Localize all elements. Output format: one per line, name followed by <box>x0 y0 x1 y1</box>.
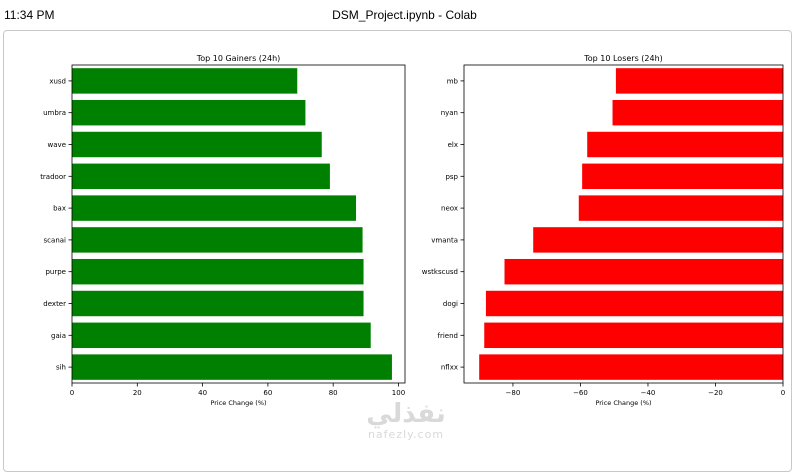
gainers-bar-umbra <box>72 99 306 126</box>
window-title-bar: 11:34 PM DSM_Project.ipynb - Colab <box>0 0 809 28</box>
losers-bar-neox <box>578 195 783 221</box>
losers-chart-title: Top 10 Losers (24h) <box>583 54 663 63</box>
gainers-ytick-label: umbra <box>43 109 66 117</box>
losers-ytick-label: friend <box>438 332 458 340</box>
window-title: DSM_Project.ipynb - Colab <box>332 8 477 22</box>
losers-panel: mb nyan elx psp neox vmanta wstkscusd dogi frien… <box>422 54 785 407</box>
gainers-bar-scanai <box>72 227 363 253</box>
losers-ytick-label: dogi <box>443 300 458 308</box>
gainers-xtick-label: 80 <box>329 389 338 397</box>
gainers-xtick-label: 0 <box>70 389 74 397</box>
watermark-latin: nafezly.com <box>367 428 445 441</box>
gainers-bar-xusd <box>72 68 298 94</box>
gainers-xtick-label: 40 <box>198 389 207 397</box>
losers-xtick-label: −80 <box>506 389 521 397</box>
watermark-arabic: نفذلي <box>366 399 446 429</box>
losers-ytick-label: wstkscusd <box>422 268 458 276</box>
losers-bar-wstkscusd <box>504 258 783 285</box>
gainers-bar-tradoor <box>72 163 330 190</box>
gainers-bar-dexter <box>72 290 364 317</box>
losers-xtick-label: −20 <box>708 389 723 397</box>
gainers-ytick-label: wave <box>48 141 66 149</box>
watermark-logo: نفذلي nafezly.com <box>356 400 456 441</box>
gainers-ytick-label: gaia <box>51 332 66 340</box>
gainers-ytick-label: sih <box>56 364 66 372</box>
losers-ytick-label: psp <box>445 173 458 181</box>
gainers-chart-title: Top 10 Gainers (24h) <box>196 54 281 63</box>
clock-time: 11:34 PM <box>4 8 55 22</box>
gainers-xtick-label: 100 <box>392 389 405 397</box>
losers-bar-dogi <box>485 290 783 317</box>
losers-xtick-label: −60 <box>573 389 588 397</box>
losers-ytick-label: nflxx <box>441 364 458 372</box>
gainers-ytick-label: scanai <box>44 236 67 244</box>
losers-ytick-label: mb <box>447 77 459 85</box>
gainers-bar-bax <box>72 195 357 221</box>
gainers-bar-sih <box>72 354 392 380</box>
losers-ytick-label: nyan <box>441 109 458 117</box>
gainers-xtick-label: 60 <box>263 389 272 397</box>
chart-figure: xusd umbra wave tradoor bax scanai purpe dexter… <box>40 54 785 407</box>
losers-bar-psp <box>582 163 783 190</box>
losers-bar-friend <box>484 322 783 349</box>
losers-bar-nflxx <box>479 354 783 380</box>
losers-x-axis-label: Price Change (%) <box>595 399 651 407</box>
gainers-ytick-label: bax <box>53 205 66 213</box>
losers-bar-elx <box>587 131 783 158</box>
output-frame: xusd umbra wave tradoor bax scanai purpe dexter… <box>3 30 792 472</box>
gainers-bar-gaia <box>72 322 371 349</box>
losers-bar-vmanta <box>533 227 783 253</box>
gainers-bar-purpe <box>72 258 364 285</box>
gainers-ytick-label: purpe <box>45 268 66 276</box>
gainers-ytick-label: xusd <box>49 77 66 85</box>
gainers-xtick-label: 20 <box>133 389 142 397</box>
losers-xtick-label: −40 <box>641 389 656 397</box>
gainers-ytick-label: tradoor <box>40 173 66 181</box>
losers-ytick-label: vmanta <box>431 236 458 244</box>
losers-xtick-label: 0 <box>781 389 785 397</box>
gainers-bar-wave <box>72 131 322 158</box>
gainers-ytick-label: dexter <box>43 300 66 308</box>
gainers-panel: xusd umbra wave tradoor bax scanai purpe dexter… <box>40 54 406 407</box>
losers-bar-mb <box>615 68 783 94</box>
losers-bar-nyan <box>612 99 783 126</box>
gainers-x-axis-label: Price Change (%) <box>210 399 266 407</box>
losers-ytick-label: neox <box>441 205 458 213</box>
losers-ytick-label: elx <box>448 141 458 149</box>
gainers-axes-frame <box>71 64 406 384</box>
losers-axes-frame <box>463 64 784 384</box>
